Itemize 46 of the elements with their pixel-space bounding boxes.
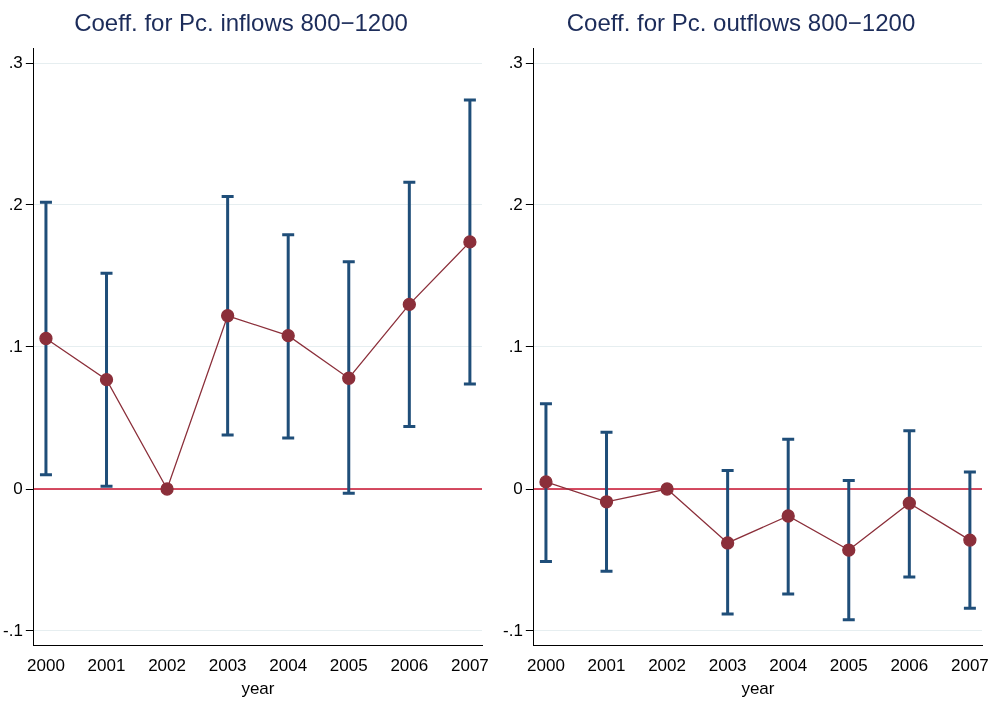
x-tick-label: 2004 [269,656,308,676]
point [99,373,114,387]
y-tick-label: .2 [8,194,23,214]
y-tick-label: -.1 [3,620,23,640]
x-axis-title: year [241,679,275,699]
point [39,331,53,346]
x-tick-label: 2002 [648,656,686,676]
x-tick-label: 2002 [148,656,186,676]
point [720,536,735,550]
x-tick-label: 2007 [450,656,489,676]
x-tick-label: 2004 [769,656,808,676]
x-axis-title: year [741,679,775,699]
x-tick-label: 2003 [708,656,747,676]
x-tick-label: 2006 [890,656,929,676]
y-tick-label: .3 [508,52,523,72]
chart-title: Coeff. for Pc. inflows 800−1200 [74,9,408,37]
x-tick-label: 2000 [27,656,65,676]
x-tick-label: 2005 [329,656,368,676]
point [599,495,614,509]
point [160,482,174,496]
x-tick-label: 2007 [950,656,989,676]
y-tick-label: 0 [13,478,23,498]
point [342,371,356,385]
point [281,328,295,343]
y-tick-label: 0 [513,478,523,498]
y-tick-label: .3 [8,52,23,72]
y-tick-label: .2 [508,194,523,214]
point [220,309,235,323]
x-tick-label: 2003 [208,656,247,676]
y-tick-label: .1 [8,336,23,356]
x-tick-label: 2000 [527,656,565,676]
x-tick-label: 2005 [829,656,868,676]
point [660,482,674,496]
point [902,496,916,510]
y-tick-label: .1 [508,336,523,356]
point [539,475,553,489]
point [402,297,416,312]
point [963,533,977,547]
x-tick-label: 2001 [87,656,126,676]
point [842,543,856,557]
x-tick-label: 2006 [390,656,429,676]
x-tick-label: 2001 [587,656,626,676]
point [781,509,795,523]
point [463,235,477,249]
y-tick-label: -.1 [503,620,523,640]
chart-title: Coeff. for Pc. outflows 800−1200 [566,9,916,37]
